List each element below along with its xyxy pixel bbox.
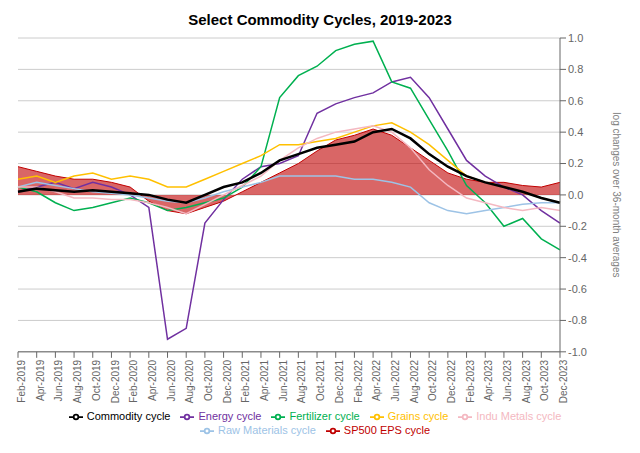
- svg-text:Oct-2022: Oct-2022: [427, 359, 438, 401]
- svg-text:Aug-2023: Aug-2023: [521, 359, 532, 403]
- svg-text:Aug-2021: Aug-2021: [296, 359, 307, 403]
- svg-text:0.8: 0.8: [568, 63, 583, 75]
- svg-text:Apr-2020: Apr-2020: [147, 359, 158, 401]
- svg-text:Apr-2019: Apr-2019: [35, 359, 46, 401]
- svg-text:Oct-2019: Oct-2019: [91, 359, 102, 401]
- svg-text:Dec-2023: Dec-2023: [558, 359, 569, 403]
- html-text:Select Commodity Cycles, 2019-: Select Commodity Cycles, 2019-2023: [188, 11, 452, 28]
- svg-text:Feb-2023: Feb-2023: [465, 359, 476, 402]
- svg-text:Jun-2019: Jun-2019: [53, 359, 64, 401]
- svg-text:Apr-2023: Apr-2023: [483, 359, 494, 401]
- svg-text:0.4: 0.4: [568, 126, 583, 138]
- svg-text:Aug-2022: Aug-2022: [409, 359, 420, 403]
- html-text:Fertilizer cycle: Fertilizer cycle: [289, 409, 360, 422]
- svg-text:Dec-2020: Dec-2020: [222, 359, 233, 403]
- svg-text:Feb-2022: Feb-2022: [353, 359, 364, 402]
- svg-text:Jun-2023: Jun-2023: [502, 359, 513, 401]
- svg-text:0.2: 0.2: [568, 157, 583, 169]
- svg-text:Dec-2021: Dec-2021: [334, 359, 345, 403]
- svg-text:Apr-2021: Apr-2021: [259, 359, 270, 401]
- svg-text:0.0: 0.0: [568, 189, 583, 201]
- svg-text:Jun-2022: Jun-2022: [390, 359, 401, 401]
- svg-text:Aug-2019: Aug-2019: [72, 359, 83, 403]
- html-text:SP500 EPS cycle: SP500 EPS cycle: [343, 423, 430, 436]
- html-text:Energy cycle: Energy cycle: [198, 409, 262, 422]
- svg-text:0.6: 0.6: [568, 95, 583, 107]
- svg-text:log changes over 36-month aver: log changes over 36-month averages: [611, 112, 622, 277]
- svg-text:Feb-2019: Feb-2019: [16, 359, 27, 402]
- html-text:Indu Metals cycle: Indu Metals cycle: [476, 409, 562, 422]
- svg-text:Oct-2021: Oct-2021: [315, 359, 326, 401]
- svg-text:1.0: 1.0: [568, 32, 583, 44]
- html-text:Raw Materials cycle: Raw Materials cycle: [218, 423, 316, 436]
- svg-text:-0.4: -0.4: [568, 252, 587, 264]
- svg-text:-0.8: -0.8: [568, 314, 587, 326]
- svg-text:Apr-2022: Apr-2022: [371, 359, 382, 401]
- svg-text:Jun-2021: Jun-2021: [278, 359, 289, 401]
- svg-text:-0.2: -0.2: [568, 220, 587, 232]
- html-text:Grains cycle: Grains cycle: [387, 409, 449, 422]
- svg-text:-0.6: -0.6: [568, 283, 587, 295]
- svg-text:Dec-2019: Dec-2019: [110, 359, 121, 403]
- html-text:Commodity cycle: Commodity cycle: [86, 409, 171, 422]
- svg-text:Aug-2020: Aug-2020: [184, 359, 195, 403]
- svg-text:-1.0: -1.0: [568, 346, 587, 358]
- svg-text:Feb-2021: Feb-2021: [240, 359, 251, 402]
- svg-text:Oct-2020: Oct-2020: [203, 359, 214, 401]
- svg-text:Oct-2023: Oct-2023: [539, 359, 550, 401]
- svg-text:Feb-2020: Feb-2020: [128, 359, 139, 402]
- svg-text:Dec-2022: Dec-2022: [446, 359, 457, 403]
- svg-text:Jun-2020: Jun-2020: [166, 359, 177, 401]
